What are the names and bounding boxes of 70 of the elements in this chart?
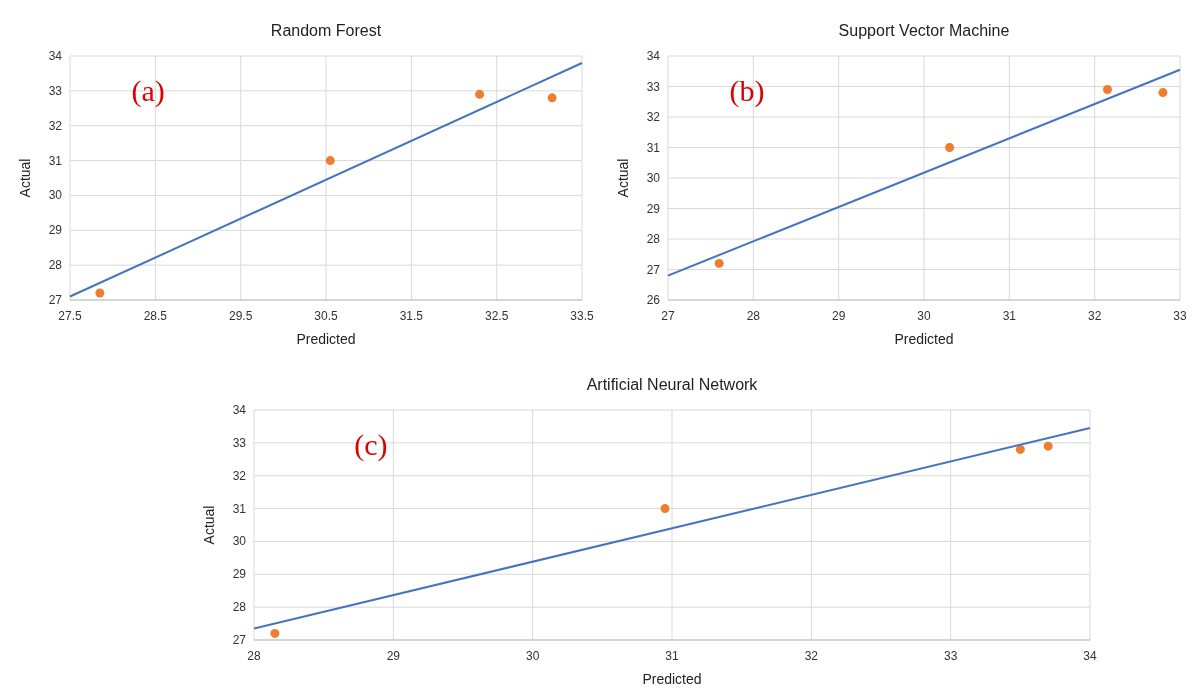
y-axis-title: Actual xyxy=(201,505,217,545)
y-tick-label: 33 xyxy=(48,83,63,98)
x-tick-label: 29 xyxy=(831,309,846,323)
point xyxy=(660,504,670,514)
x-tick-label: 27 xyxy=(661,309,675,323)
y-tick-label: 32 xyxy=(646,110,661,124)
x-tick-label: 34 xyxy=(1083,649,1097,663)
point xyxy=(270,628,280,638)
x-axis-title: Predicted xyxy=(642,671,702,687)
y-axis-title: Actual xyxy=(17,158,33,198)
y-tick-label: 30 xyxy=(232,534,247,549)
x-tick-label: 31 xyxy=(665,649,679,663)
annotation: (b) xyxy=(729,74,765,108)
y-tick-label: 34 xyxy=(646,49,661,63)
x-tick-label: 31.5 xyxy=(399,309,424,323)
y-tick-label: 29 xyxy=(646,201,661,216)
y-tick-label: 29 xyxy=(232,567,247,582)
annotation: (a) xyxy=(131,74,165,108)
x-tick-label: 32.5 xyxy=(484,309,509,323)
x-tick-label: 31 xyxy=(1002,309,1017,323)
point xyxy=(1015,444,1025,454)
chart-title: Support Vector Machine xyxy=(838,22,1010,39)
point xyxy=(475,89,485,99)
x-tick-label: 30.5 xyxy=(314,309,338,323)
y-tick-label: 32 xyxy=(232,468,247,483)
y-tick-label: 26 xyxy=(646,293,661,307)
y-tick-label: 34 xyxy=(48,49,63,63)
y-axis-title: Actual xyxy=(615,158,631,198)
x-tick-label: 33.5 xyxy=(570,309,594,323)
y-tick-label: 31 xyxy=(232,501,247,516)
point xyxy=(547,93,557,103)
x-axis-title: Predicted xyxy=(894,331,954,347)
x-tick-label: 28.5 xyxy=(143,309,168,323)
chart-title: Random Forest xyxy=(270,22,382,39)
x-axis-title: Predicted xyxy=(296,331,356,347)
x-tick-label: 32 xyxy=(804,649,819,663)
x-tick-label: 33 xyxy=(1173,309,1187,323)
y-tick-label: 30 xyxy=(48,188,63,203)
x-tick-label: 29 xyxy=(386,649,401,663)
point xyxy=(1158,88,1168,98)
y-tick-label: 28 xyxy=(232,600,247,615)
point xyxy=(325,156,335,166)
chart-title: Artificial Neural Network xyxy=(586,376,759,393)
y-tick-label: 27 xyxy=(646,262,661,277)
y-tick-label: 30 xyxy=(646,171,661,185)
point xyxy=(1043,441,1053,451)
x-tick-label: 30 xyxy=(917,309,931,323)
x-tick-label: 28 xyxy=(746,309,761,323)
x-tick-label: 32 xyxy=(1087,309,1102,323)
x-tick-label: 33 xyxy=(943,649,958,663)
annotation: (c) xyxy=(354,428,388,462)
point xyxy=(1102,85,1112,95)
y-tick-label: 28 xyxy=(48,258,63,273)
y-tick-label: 33 xyxy=(232,435,247,450)
y-tick-label: 31 xyxy=(646,140,661,155)
x-tick-label: 28 xyxy=(247,649,261,663)
point xyxy=(714,258,724,268)
y-tick-label: 27 xyxy=(48,293,63,307)
y-tick-label: 31 xyxy=(48,153,63,168)
y-tick-label: 32 xyxy=(48,118,63,133)
x-tick-label: 30 xyxy=(525,649,540,663)
x-tick-label: 27.5 xyxy=(58,309,82,323)
y-tick-label: 28 xyxy=(646,232,661,246)
point xyxy=(945,143,955,152)
y-tick-label: 27 xyxy=(232,633,247,647)
y-tick-label: 29 xyxy=(48,223,63,238)
y-tick-label: 34 xyxy=(232,403,247,417)
y-tick-label: 33 xyxy=(646,79,661,94)
point xyxy=(95,288,105,298)
x-tick-label: 29.5 xyxy=(228,309,253,323)
